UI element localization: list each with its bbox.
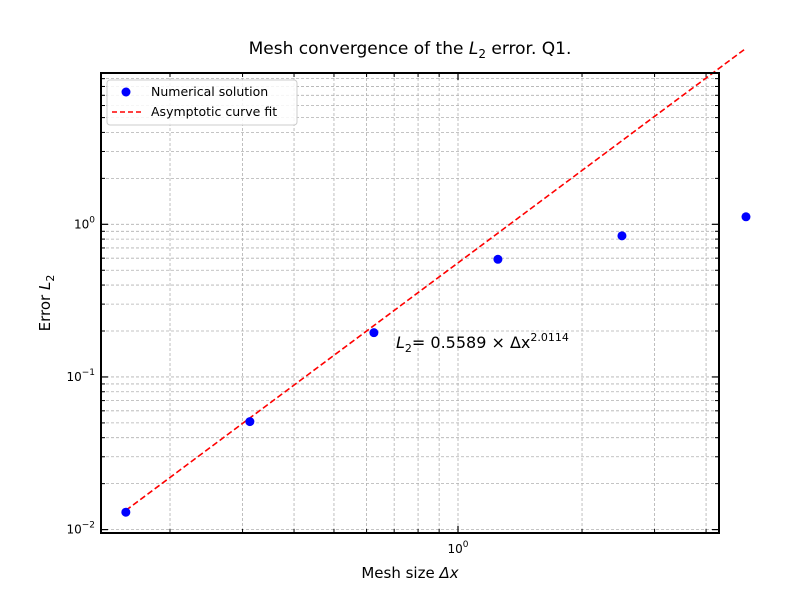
fit-line	[125, 47, 747, 512]
data-point	[493, 254, 503, 264]
y-axis-label-sub: 2	[44, 275, 57, 282]
y-tick-label: 10−1	[66, 368, 95, 384]
legend-marker-numerical	[121, 87, 131, 97]
data-point	[369, 328, 379, 338]
tick-label-layer: 100 10−2 10−1 100	[66, 215, 468, 556]
chart-title-sub: 2	[478, 47, 486, 61]
legend-label-fit: Asymptotic curve fit	[151, 104, 277, 119]
legend-box	[106, 79, 298, 126]
y-axis-label-var: L	[36, 282, 54, 290]
plot-frame	[100, 72, 720, 534]
x-axis-label-text: Mesh size	[361, 564, 439, 582]
series-layer	[121, 47, 751, 517]
x-tick-label: 100	[447, 540, 468, 556]
fit-annotation-exp: 2.0114	[530, 331, 569, 344]
y-tick-label: 10−2	[66, 521, 95, 537]
legend-label-numerical: Numerical solution	[151, 84, 268, 99]
x-axis-label: Mesh size Δx	[361, 564, 458, 582]
legend: Numerical solution Asymptotic curve fit	[106, 79, 298, 126]
y-axis-label: Error L2	[36, 275, 57, 332]
chart-title: Mesh convergence of the L2 error. Q1.	[249, 39, 572, 61]
x-axis-label-var: Δx	[438, 564, 458, 582]
fit-annotation-lhs: L	[396, 333, 405, 352]
data-point	[741, 212, 751, 222]
tick-layer	[101, 73, 719, 533]
y-axis-label-text: Error	[36, 290, 54, 331]
chart-title-part2: error. Q1.	[486, 39, 571, 59]
fit-annotation-text: = 0.5589 × Δx	[412, 333, 530, 352]
chart-title-var: L	[469, 39, 478, 59]
data-point	[121, 507, 131, 517]
chart-title-part1: Mesh convergence of the	[249, 39, 469, 59]
fit-annotation-sub: 2	[405, 342, 412, 355]
fit-annotation: L2= 0.5589 × Δx2.0114	[396, 331, 569, 355]
data-point	[245, 417, 255, 427]
y-tick-label: 100	[74, 215, 95, 231]
grid-layer	[101, 73, 719, 533]
data-point	[617, 231, 627, 241]
